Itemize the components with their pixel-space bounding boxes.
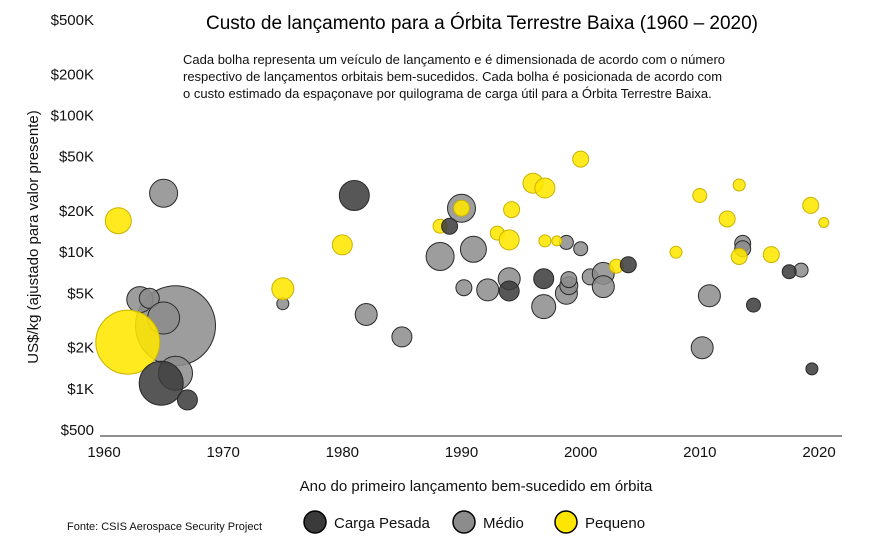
bubble-heavy bbox=[176, 389, 198, 411]
bubble-heavy bbox=[619, 256, 637, 274]
y-tick-label: $5K bbox=[67, 285, 94, 302]
y-tick-label: $50K bbox=[59, 149, 94, 166]
bubble-medium bbox=[476, 278, 500, 302]
bubble-small bbox=[498, 229, 520, 251]
bubble-medium bbox=[425, 242, 455, 271]
bubble-medium bbox=[560, 271, 578, 289]
bubble-small bbox=[271, 277, 295, 301]
bubble-heavy bbox=[533, 268, 555, 290]
bubble-small bbox=[692, 188, 708, 203]
annotation-line-3: o custo estimado da espaçonave por quilo… bbox=[183, 86, 712, 101]
bubble-small bbox=[818, 217, 830, 228]
bubble-medium bbox=[149, 178, 179, 208]
bubble-heavy bbox=[338, 180, 370, 211]
source-note: Fonte: CSIS Aerospace Security Project bbox=[67, 521, 262, 533]
bubble-small bbox=[453, 199, 470, 217]
legend: Carga Pesada Médio Pequeno bbox=[303, 510, 645, 534]
bubble-medium bbox=[459, 235, 487, 263]
bubble-small bbox=[730, 248, 748, 265]
bubble-medium bbox=[455, 279, 473, 297]
y-tick-label: $1K bbox=[67, 381, 94, 398]
y-tick-label: $500 bbox=[61, 422, 94, 439]
legend-marker-medium bbox=[452, 510, 476, 534]
x-tick-label: 2020 bbox=[802, 444, 835, 461]
bubble-small bbox=[802, 196, 820, 214]
bubble-medium bbox=[391, 326, 413, 348]
y-tick-label: $100K bbox=[51, 108, 94, 125]
bubble-small bbox=[718, 210, 736, 228]
bubble-small bbox=[551, 235, 563, 247]
bubble-medium bbox=[697, 284, 721, 308]
x-tick-label: 1960 bbox=[87, 444, 120, 461]
bubble-heavy bbox=[746, 297, 761, 313]
bubble-heavy bbox=[138, 360, 184, 406]
bubble-heavy bbox=[781, 264, 797, 280]
legend-label-small: Pequeno bbox=[585, 515, 645, 532]
bubble-medium bbox=[690, 336, 714, 360]
y-axis-label: US$/kg (ajustado para valor presente) bbox=[25, 110, 42, 363]
bubble-small bbox=[503, 201, 521, 219]
x-tick-label: 1990 bbox=[445, 444, 478, 461]
bubble-small bbox=[538, 234, 552, 248]
y-tick-label: $200K bbox=[51, 66, 94, 83]
bubble-small bbox=[732, 178, 746, 192]
annotation-line-2: respectivo de lançamentos orbitais bem-s… bbox=[183, 69, 722, 84]
x-tick-label: 2010 bbox=[683, 444, 716, 461]
x-tick-label: 1970 bbox=[206, 444, 239, 461]
bubble-small bbox=[762, 246, 780, 264]
legend-label-heavy: Carga Pesada bbox=[334, 515, 431, 532]
legend-label-medium: Médio bbox=[483, 515, 524, 532]
x-axis-label: Ano do primeiro lançamento bem-sucedido … bbox=[300, 478, 653, 495]
y-axis-ticks: $500 $1K $2K $5K $10K $20K $50K $100K $200K $500K bbox=[51, 12, 94, 439]
bubble-small bbox=[331, 234, 353, 256]
bubble-layer bbox=[95, 150, 830, 411]
bubble-medium bbox=[573, 241, 589, 257]
y-tick-label: $10K bbox=[59, 244, 94, 261]
bubble-small bbox=[669, 245, 683, 259]
x-tick-label: 1980 bbox=[326, 444, 359, 461]
x-tick-label: 2000 bbox=[564, 444, 597, 461]
y-tick-label: $2K bbox=[67, 340, 94, 357]
legend-marker-heavy bbox=[303, 510, 327, 534]
chart-title: Custo de lançamento para a Órbita Terres… bbox=[206, 12, 758, 34]
y-tick-label: $20K bbox=[59, 203, 94, 220]
bubble-small bbox=[534, 177, 556, 199]
bubble-heavy bbox=[498, 280, 520, 302]
y-tick-label: $500K bbox=[51, 12, 94, 29]
bubble-small bbox=[104, 207, 132, 235]
bubble-heavy bbox=[441, 217, 459, 235]
annotation-line-1: Cada bolha representa um veículo de lanç… bbox=[183, 52, 725, 67]
bubble-small bbox=[95, 309, 161, 375]
bubble-medium bbox=[591, 275, 615, 299]
bubble-heavy bbox=[805, 362, 819, 376]
bubble-medium bbox=[531, 294, 557, 320]
bubble-medium bbox=[138, 287, 160, 309]
bubble-medium bbox=[354, 303, 378, 326]
x-axis-ticks: 1960 1970 1980 1990 2000 2010 2020 bbox=[87, 444, 835, 461]
legend-marker-small bbox=[554, 510, 578, 534]
bubble-small bbox=[572, 150, 590, 168]
